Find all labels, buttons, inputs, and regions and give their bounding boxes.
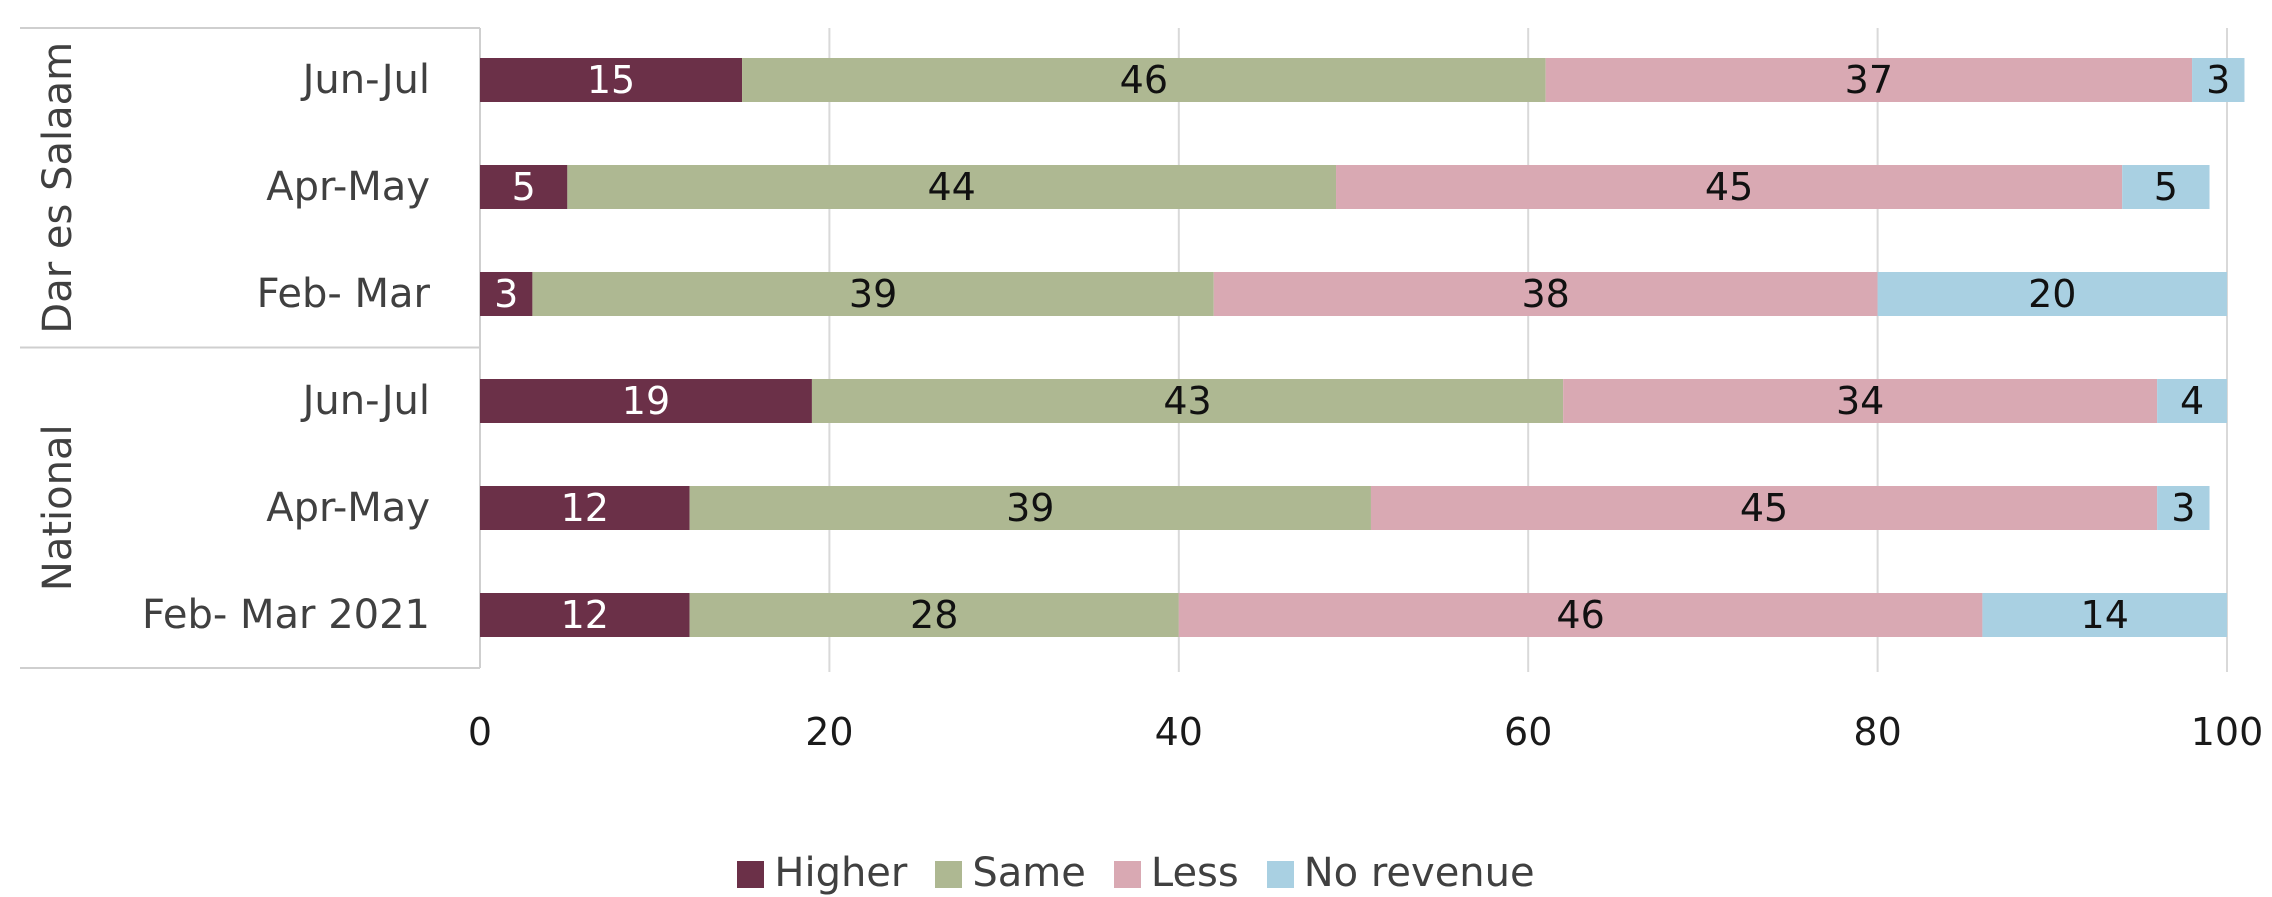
data-label: 44 (928, 165, 976, 209)
data-label: 14 (2081, 593, 2129, 637)
legend-item: Same (935, 850, 1086, 896)
bar-segment (1877, 272, 2227, 316)
bar-segment (480, 272, 533, 316)
x-tick-label: 100 (2191, 710, 2264, 754)
data-label: 38 (1521, 272, 1569, 316)
bar-segment (532, 272, 1214, 316)
data-label: 37 (1845, 58, 1893, 102)
data-label: 45 (1740, 486, 1788, 530)
y-category-label: Apr-May (266, 485, 430, 531)
bar-segment (480, 58, 743, 102)
bar-segment (2157, 379, 2227, 423)
bar-segment (1370, 486, 2158, 530)
bar-segment (1563, 379, 2158, 423)
y-category-label: Jun-Jul (300, 378, 430, 424)
x-tick-label: 0 (468, 710, 492, 754)
legend-swatch (935, 861, 963, 888)
data-label: 39 (849, 272, 897, 316)
data-label: 4 (2180, 379, 2204, 423)
bar-segment (689, 593, 1179, 637)
legend-item: No revenue (1266, 850, 1535, 896)
bar-segment (742, 58, 1546, 102)
data-label: 46 (1556, 593, 1604, 637)
legend-item: Less (1113, 850, 1239, 896)
bar-segment (1178, 593, 1983, 637)
y-category-label: Apr-May (266, 164, 430, 210)
data-label: 46 (1120, 58, 1168, 102)
data-label: 3 (494, 272, 518, 316)
bar-segment (1982, 593, 2227, 637)
legend-swatch (1113, 861, 1141, 888)
data-label: 3 (2171, 486, 2195, 530)
bar-segment (480, 593, 690, 637)
y-category-label: Jun-Jul (300, 57, 430, 103)
data-label: 34 (1836, 379, 1884, 423)
bar-segment (1213, 272, 1878, 316)
legend-label: No revenue (1303, 850, 1535, 896)
legend-label: Less (1150, 850, 1239, 896)
bar-segment (2192, 58, 2245, 102)
bar-segment (567, 165, 1337, 209)
group-label: Dar es Salaam (35, 42, 81, 334)
data-label: 43 (1163, 379, 1211, 423)
legend: Higher Same Less No revenue (0, 850, 2272, 896)
bar-segment (689, 486, 1371, 530)
bar-segment (1545, 58, 2193, 102)
data-label: 12 (561, 486, 609, 530)
data-label: 20 (2028, 272, 2076, 316)
group-label: National (35, 424, 81, 591)
data-label: 19 (622, 379, 670, 423)
bar-segment (480, 379, 812, 423)
data-label: 5 (2154, 165, 2178, 209)
y-category-label: Feb- Mar (257, 271, 431, 317)
data-label: 12 (561, 593, 609, 637)
x-tick-label: 40 (1155, 710, 1203, 754)
data-label: 5 (512, 165, 536, 209)
bar-segment (2157, 486, 2210, 530)
data-label: 45 (1705, 165, 1753, 209)
x-tick-label: 20 (805, 710, 853, 754)
legend-swatch (1266, 861, 1294, 888)
x-tick-label: 80 (1853, 710, 1901, 754)
bar-segment (2122, 165, 2210, 209)
bar-segment (480, 486, 690, 530)
legend-label: Same (972, 850, 1086, 896)
bar-segment (1336, 165, 2123, 209)
legend-item: Higher (737, 850, 907, 896)
data-label: 39 (1006, 486, 1054, 530)
legend-label: Higher (774, 850, 908, 896)
bar-segment (811, 379, 1564, 423)
bar-segment (480, 165, 568, 209)
y-category-label: Feb- Mar 2021 (142, 592, 430, 638)
x-tick-label: 60 (1504, 710, 1552, 754)
legend-swatch (737, 861, 765, 888)
data-label: 28 (910, 593, 958, 637)
data-label: 3 (2206, 58, 2230, 102)
data-label: 15 (587, 58, 635, 102)
